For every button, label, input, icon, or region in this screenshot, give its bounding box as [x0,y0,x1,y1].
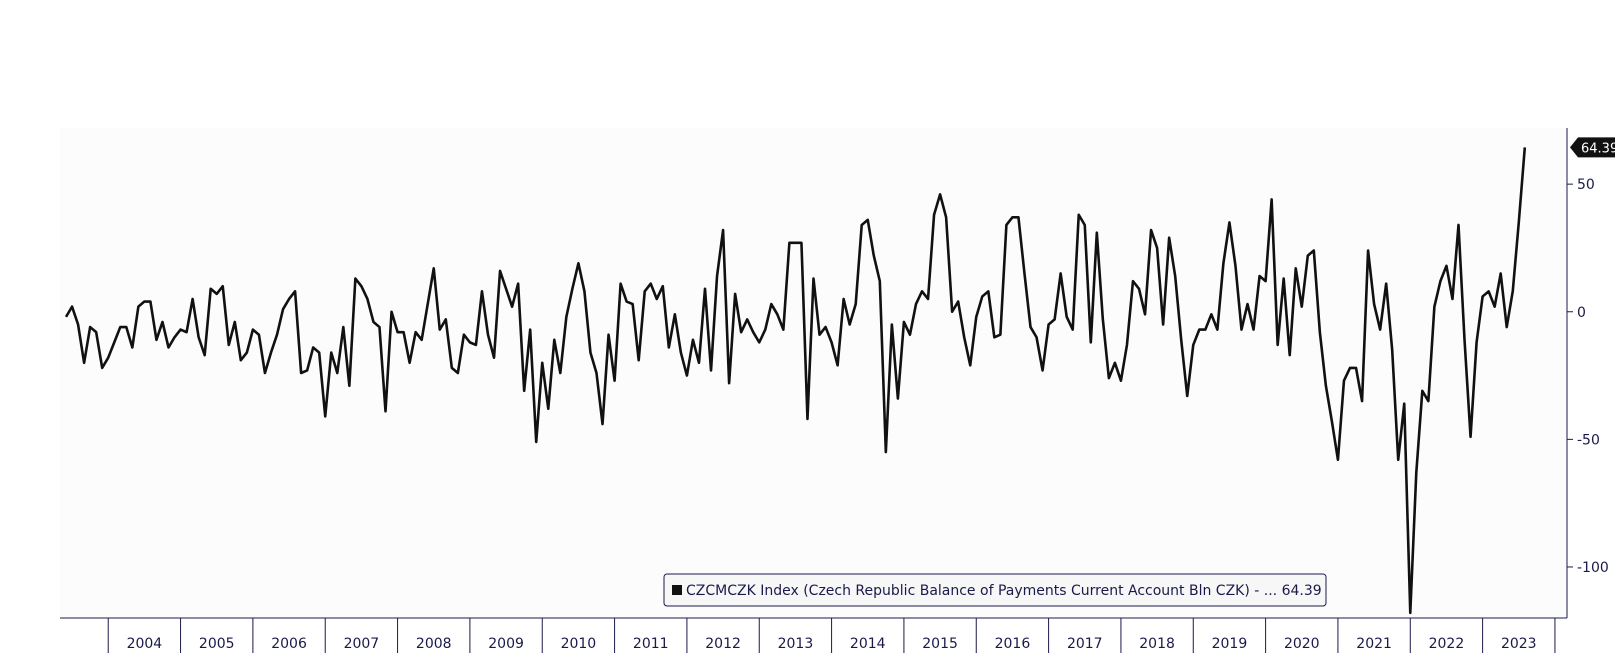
x-tick-label: 2008 [416,636,452,652]
x-tick-label: 2018 [1139,636,1175,652]
x-tick-label: 2017 [1067,636,1103,652]
x-tick-label: 2009 [488,636,524,652]
y-tick-label: 0 [1577,305,1586,321]
y-tick-label: -50 [1577,432,1600,448]
x-tick-label: 2019 [1212,636,1248,652]
series-line [64,147,1527,615]
plot-area [60,128,1567,618]
y-tick-label: 50 [1577,177,1595,193]
x-axis-years: 2004 2005 2006 2007 2008 2009 2010 2011 2012 2013… [107,618,1556,653]
x-tick-label: 2014 [850,636,886,652]
x-tick-label: 2012 [705,636,741,652]
legend-label: CZCMCZK Index (Czech Republic Balance of… [686,583,1322,599]
legend: CZCMCZK Index (Czech Republic Balance of… [663,573,1327,607]
x-tick-label: 2013 [778,636,814,652]
x-tick-label: 2011 [633,636,669,652]
x-tick-label: 2005 [199,636,235,652]
x-tick-label: 2004 [127,636,163,652]
y-axis-ticks: 50 0 -50 -100 [1567,177,1609,576]
x-tick-label: 2006 [271,636,307,652]
x-tick-label: 2010 [561,636,597,652]
x-tick-label: 2021 [1356,636,1392,652]
last-value-flag [1570,137,1615,158]
x-tick-label: 2023 [1501,636,1537,652]
last-value-text: 64.39 [1581,141,1615,156]
legend-swatch [672,585,682,595]
last-value-label: 64.39 [1570,137,1615,158]
x-tick-label: 2015 [922,636,958,652]
x-tick-label: 2007 [344,636,380,652]
axes [60,128,1568,619]
legend-box [663,573,1327,607]
x-tick-label: 2016 [995,636,1031,652]
y-tick-label: -100 [1577,560,1609,576]
x-tick-label: 2020 [1284,636,1320,652]
x-tick-label: 2022 [1429,636,1465,652]
